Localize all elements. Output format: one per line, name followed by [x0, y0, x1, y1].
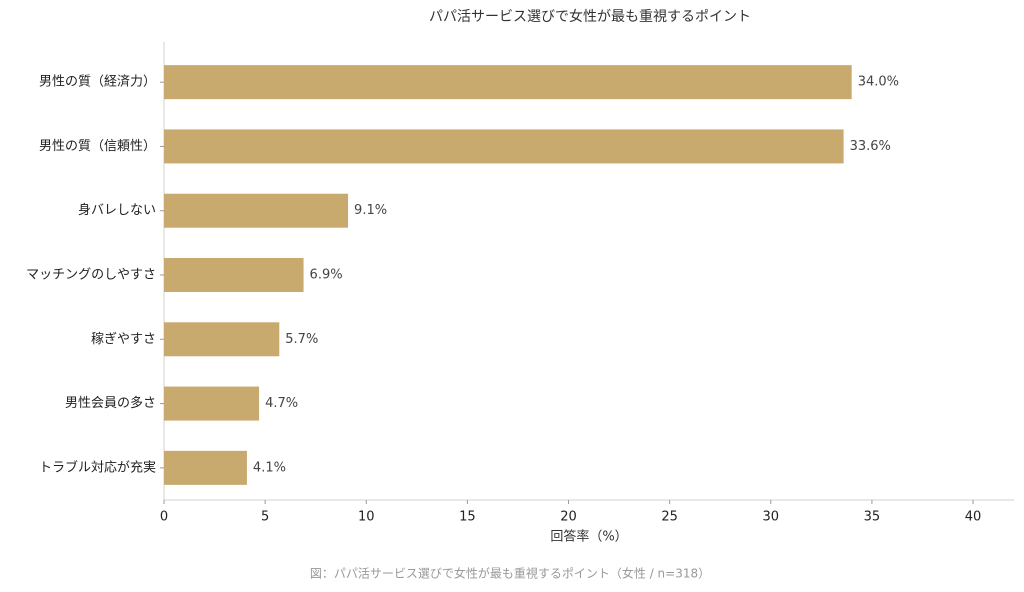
bar: [164, 65, 852, 100]
bar: [164, 386, 260, 421]
y-tick-label: トラブル対応が充実: [39, 459, 156, 475]
caption: 図：パパ活サービス選びで女性が最も重視するポイント（女性 / n=318）: [310, 566, 710, 581]
bar: [164, 258, 304, 292]
y-tick-label: 男性会員の多さ: [65, 395, 156, 411]
x-axis-label: 回答率（%）: [550, 529, 627, 545]
value-label: 33.6%: [850, 139, 891, 154]
x-tick-label: 10: [358, 510, 375, 525]
bar: [164, 322, 280, 357]
x-tick-label: 30: [763, 510, 780, 525]
bar: [164, 193, 349, 228]
y-tick-label: 身バレしない: [78, 202, 156, 218]
x-tick-label: 15: [459, 510, 476, 525]
bar: [164, 129, 844, 164]
y-tick-label: 男性の質（経済力）: [39, 74, 156, 90]
x-tick-label: 40: [965, 510, 982, 525]
value-label: 6.9%: [310, 268, 343, 283]
chart-title: パパ活サービス選びで女性が最も重視するポイント: [429, 8, 751, 25]
value-label: 5.7%: [285, 332, 318, 347]
bar: [164, 450, 247, 485]
value-label: 9.1%: [354, 203, 387, 218]
x-tick-label: 35: [864, 510, 881, 525]
value-label: 4.1%: [253, 460, 286, 475]
value-label: 4.7%: [265, 396, 298, 411]
x-tick-label: 20: [560, 510, 577, 525]
x-tick-label: 5: [261, 510, 269, 525]
y-tick-label: 稼ぎやすさ: [91, 332, 156, 347]
x-tick-label: 0: [160, 510, 168, 525]
value-label: 34.0%: [858, 75, 899, 90]
y-tick-label: 男性の質（信頼性）: [39, 139, 156, 154]
x-tick-label: 25: [661, 510, 678, 525]
y-tick-label: マッチングのしやすさ: [26, 268, 156, 283]
